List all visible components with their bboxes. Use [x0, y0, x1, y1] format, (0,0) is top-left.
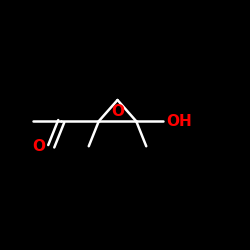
- Text: O: O: [111, 104, 124, 119]
- Text: OH: OH: [166, 114, 192, 129]
- Text: O: O: [32, 139, 45, 154]
